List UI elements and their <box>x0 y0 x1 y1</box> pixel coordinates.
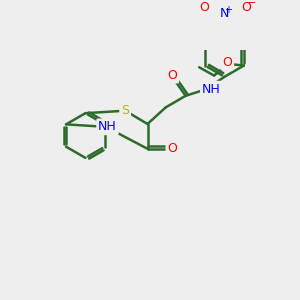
Text: S: S <box>121 104 129 117</box>
Text: +: + <box>224 5 232 15</box>
Text: O: O <box>167 142 177 155</box>
Text: O: O <box>167 69 177 82</box>
Text: O: O <box>199 1 209 14</box>
Text: NH: NH <box>98 120 117 133</box>
Text: O: O <box>241 1 251 14</box>
Text: N: N <box>220 8 229 20</box>
Text: NH: NH <box>202 83 220 96</box>
Text: O: O <box>222 56 232 69</box>
Text: −: − <box>247 0 256 8</box>
